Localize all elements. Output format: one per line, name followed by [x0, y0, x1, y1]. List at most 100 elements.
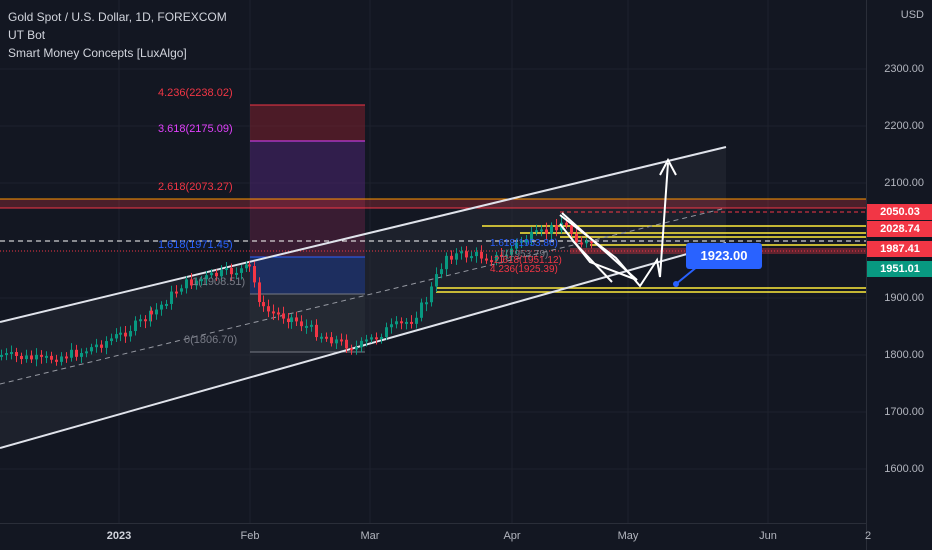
small-fib-3: 2.618(1951.12) [494, 255, 562, 266]
candle-body [129, 331, 132, 337]
candle-body [385, 327, 388, 338]
candle-body [258, 282, 261, 303]
candle-body [105, 341, 108, 348]
candle-body [525, 240, 528, 243]
candle-body [410, 321, 413, 324]
candle-body [450, 255, 453, 260]
candle-body [5, 353, 8, 356]
candle-body [287, 318, 290, 323]
candle-body [0, 354, 3, 357]
candle-body [190, 279, 193, 286]
candle-body [65, 356, 68, 359]
chart-area[interactable]: Gold Spot / U.S. Dollar, 1D, FOREXCOM UT… [0, 0, 870, 523]
price-tick: 2200.00 [884, 120, 924, 132]
candle-body [520, 240, 523, 243]
time-label: Apr [503, 530, 521, 542]
candle-body [340, 339, 343, 342]
time-label: 2023 [106, 530, 132, 542]
candle-body [149, 310, 152, 322]
candle-body [60, 356, 63, 362]
symbol-title[interactable]: Gold Spot / U.S. Dollar, 1D, FOREXCOM [8, 10, 227, 24]
time-label: Jun [759, 530, 777, 542]
candle-body [277, 312, 280, 315]
fib-zone-red [250, 105, 365, 141]
candle-body [405, 321, 408, 324]
time-label: May [617, 530, 639, 542]
candle-body [495, 254, 498, 261]
small-fib-4: 4.236(1925.39) [490, 264, 558, 275]
candle-body [160, 304, 163, 310]
fib-label-3618: 3.618(2175.09) [158, 123, 233, 135]
indicator-smc[interactable]: Smart Money Concepts [LuxAlgo] [8, 46, 187, 60]
candle-body [420, 302, 423, 318]
candle-body [282, 313, 285, 319]
indicator-ut-bot[interactable]: UT Bot [8, 28, 46, 42]
time-axis[interactable]: 2023 Feb Mar Apr May Jun 2 [0, 523, 871, 550]
price-axis[interactable]: USD 2300.00 2200.00 2100.00 1900.00 1800… [866, 0, 932, 550]
price-tick: 1600.00 [884, 463, 924, 475]
candle-body [335, 339, 338, 344]
candle-body [355, 347, 358, 350]
candle-body [248, 264, 251, 267]
price-tick: 2300.00 [884, 63, 924, 75]
candle-body [50, 355, 53, 360]
candle-body [465, 251, 468, 258]
candle-body [110, 338, 113, 342]
time-label: Feb [240, 530, 260, 542]
candle-body [565, 222, 568, 226]
candle-body [119, 332, 122, 335]
candle-body [170, 291, 173, 304]
candle-body [95, 344, 98, 348]
candle-body [100, 344, 103, 348]
candle-body [245, 264, 248, 269]
candle-body [35, 354, 38, 360]
candle-body [440, 269, 443, 275]
candle-body [390, 324, 393, 328]
candle-body [545, 229, 548, 234]
candle-body [267, 306, 270, 312]
candle-body [370, 337, 373, 340]
candle-body [345, 339, 348, 349]
resistance-zone [0, 199, 866, 208]
candle-body [195, 280, 198, 286]
candle-body [10, 352, 13, 355]
candle-body [134, 320, 137, 332]
candle-body [535, 230, 538, 233]
candle-body [505, 254, 508, 257]
candle-body [290, 317, 293, 323]
candle-body [155, 309, 158, 315]
candle-body [165, 303, 168, 306]
candle-body [262, 302, 265, 307]
candle-body [590, 241, 593, 244]
candles [0, 216, 593, 367]
fib-zone-purple [250, 141, 365, 199]
candle-body [555, 225, 558, 231]
candle-body [350, 348, 353, 351]
candle-body [175, 291, 178, 294]
candle-body [150, 310, 153, 315]
candle-body [490, 260, 493, 263]
candle-body [380, 337, 383, 340]
candle-body [395, 321, 398, 325]
candle-body [220, 270, 223, 277]
fib-label-1618: 1.618(1971.45) [158, 239, 233, 251]
callout-pointer [675, 265, 699, 285]
candle-body [530, 231, 533, 241]
candle-body [550, 225, 553, 234]
price-tick: 1900.00 [884, 292, 924, 304]
candle-body [124, 332, 127, 337]
candle-body [20, 355, 23, 360]
projection-zigzag [559, 162, 669, 288]
candle-body [320, 336, 323, 339]
candle-body [185, 279, 188, 289]
candle-body [205, 275, 208, 280]
price-tick: 1700.00 [884, 406, 924, 418]
candle-body [580, 242, 583, 245]
candle-body [55, 359, 58, 362]
candle-body [480, 251, 483, 259]
candle-body [215, 272, 218, 277]
candle-body [445, 255, 448, 270]
candle-body [515, 242, 518, 249]
candle-body [40, 354, 43, 357]
price-callout[interactable]: 1923.00 [686, 243, 762, 269]
